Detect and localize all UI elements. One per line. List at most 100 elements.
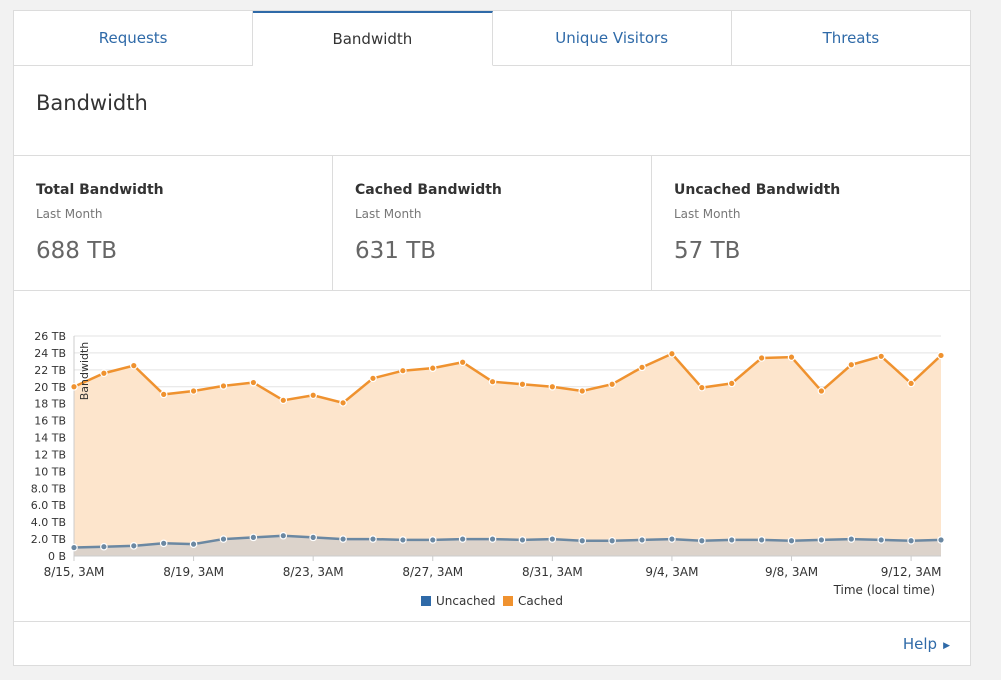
y-tick-label: 26 TB [34,330,66,343]
cached-data-point [488,377,497,386]
cached-data-point [578,387,587,395]
uncached-data-point [219,535,228,543]
tab-bar: Requests Bandwidth Unique Visitors Threa… [14,11,970,66]
stat-period: Last Month [355,207,422,221]
cached-data-point [279,396,288,405]
page-title: Bandwidth [36,91,148,115]
tab-requests[interactable]: Requests [14,11,254,66]
uncached-data-point [638,536,646,544]
uncached-data-point [518,536,527,544]
stat-value: 631 TB [355,238,437,264]
y-tick-label: 20 TB [34,381,66,394]
stat-uncached-bandwidth: Uncached Bandwidth Last Month 57 TB [652,156,970,290]
cached-data-point [518,380,527,389]
tab-threats[interactable]: Threats [731,11,970,66]
cached-data-point [159,390,168,399]
y-tick-label: 4.0 TB [31,516,66,529]
stats-row: Total Bandwidth Last Month 688 TB Cached… [14,155,970,291]
stat-label: Uncached Bandwidth [674,182,841,198]
help-link[interactable]: Help ▶ [903,635,950,653]
uncached-data-point [608,536,616,545]
cached-data-point [189,387,198,395]
cached-data-point [399,366,407,375]
cached-data-point [698,383,706,392]
uncached-data-point [817,536,826,544]
stat-value: 57 TB [674,238,741,264]
x-tick-label: 8/19, 3AM [163,565,224,579]
uncached-data-point [100,542,108,551]
y-tick-label: 16 TB [34,415,66,428]
cached-data-point [608,380,616,389]
y-tick-label: 0 B [48,550,66,563]
uncached-data-point [787,536,796,545]
chart-legend: Uncached Cached [421,594,563,608]
y-tick-label: 22 TB [34,364,66,377]
x-tick-label: 9/8, 3AM [765,565,818,579]
stat-period: Last Month [674,207,741,221]
uncached-data-point [907,536,915,545]
legend-swatch-uncached [421,596,431,606]
uncached-data-point [189,540,198,548]
stat-total-bandwidth: Total Bandwidth Last Month 688 TB [14,156,333,290]
uncached-data-point [727,536,736,544]
cached-data-point [428,364,437,372]
cached-data-point [847,360,856,369]
uncached-data-point [937,536,945,544]
cached-data-point [70,382,78,391]
y-tick-label: 10 TB [34,465,66,478]
cached-data-point [937,351,945,360]
cached-data-point [369,374,377,383]
bandwidth-chart: 0 B 2.0 TB 4.0 TB 6.0 TB 8.0 TB 10 TB 12 TB 14 … [31,330,945,608]
bandwidth-panel: Requests Bandwidth Unique Visitors Threa… [13,10,971,666]
stat-cached-bandwidth: Cached Bandwidth Last Month 631 TB [333,156,652,290]
uncached-data-point [369,535,377,543]
cached-data-point [249,378,258,387]
uncached-data-point [339,535,347,543]
cached-data-point [757,354,766,362]
uncached-data-point [668,535,676,543]
cached-data-point [458,358,467,367]
uncached-series-line [73,534,942,549]
uncached-data-point [159,539,168,548]
caret-right-icon: ▶ [943,641,950,651]
x-tick-label: 9/4, 3AM [645,565,698,579]
x-tick-label: 8/27, 3AM [402,565,463,579]
cached-data-point [668,349,676,358]
legend-label-cached: Cached [518,594,563,608]
y-tick-label: 18 TB [34,398,66,411]
tab-unique-visitors[interactable]: Unique Visitors [492,11,732,66]
y-axis-label: Bandwidth [78,342,91,401]
help-label: Help [902,635,938,653]
tab-bandwidth[interactable]: Bandwidth [253,11,493,66]
uncached-data-point [279,531,288,540]
uncached-data-point [70,543,78,552]
cached-area [74,353,941,556]
uncached-data-point [488,535,497,543]
uncached-data-point [757,536,766,544]
cached-data-point [907,379,915,388]
y-tick-label: 12 TB [34,448,66,461]
y-tick-label: 6.0 TB [31,499,66,512]
x-tick-label: 8/15, 3AM [44,565,105,579]
cached-data-point [727,379,736,388]
x-tick-label: 9/12, 3AM [881,565,942,579]
stat-value: 688 TB [36,238,118,264]
uncached-data-point [877,536,886,544]
cached-data-point [339,399,347,407]
uncached-data-point [698,536,706,545]
stat-period: Last Month [36,207,103,221]
uncached-data-point [428,536,437,544]
legend-label-uncached: Uncached [436,594,496,608]
cached-data-point [638,363,646,372]
uncached-data-point [249,533,258,542]
uncached-data-point [129,542,138,550]
uncached-data-point [309,533,317,542]
x-tick-label: 8/23, 3AM [283,565,344,579]
cached-series-line [73,352,942,405]
cached-data-point [219,382,228,390]
uncached-data-point [399,536,407,544]
uncached-data-point [548,535,557,543]
x-axis-label: Time (local time) [833,583,935,597]
cached-data-point [877,352,886,361]
cached-data-point [817,387,826,395]
